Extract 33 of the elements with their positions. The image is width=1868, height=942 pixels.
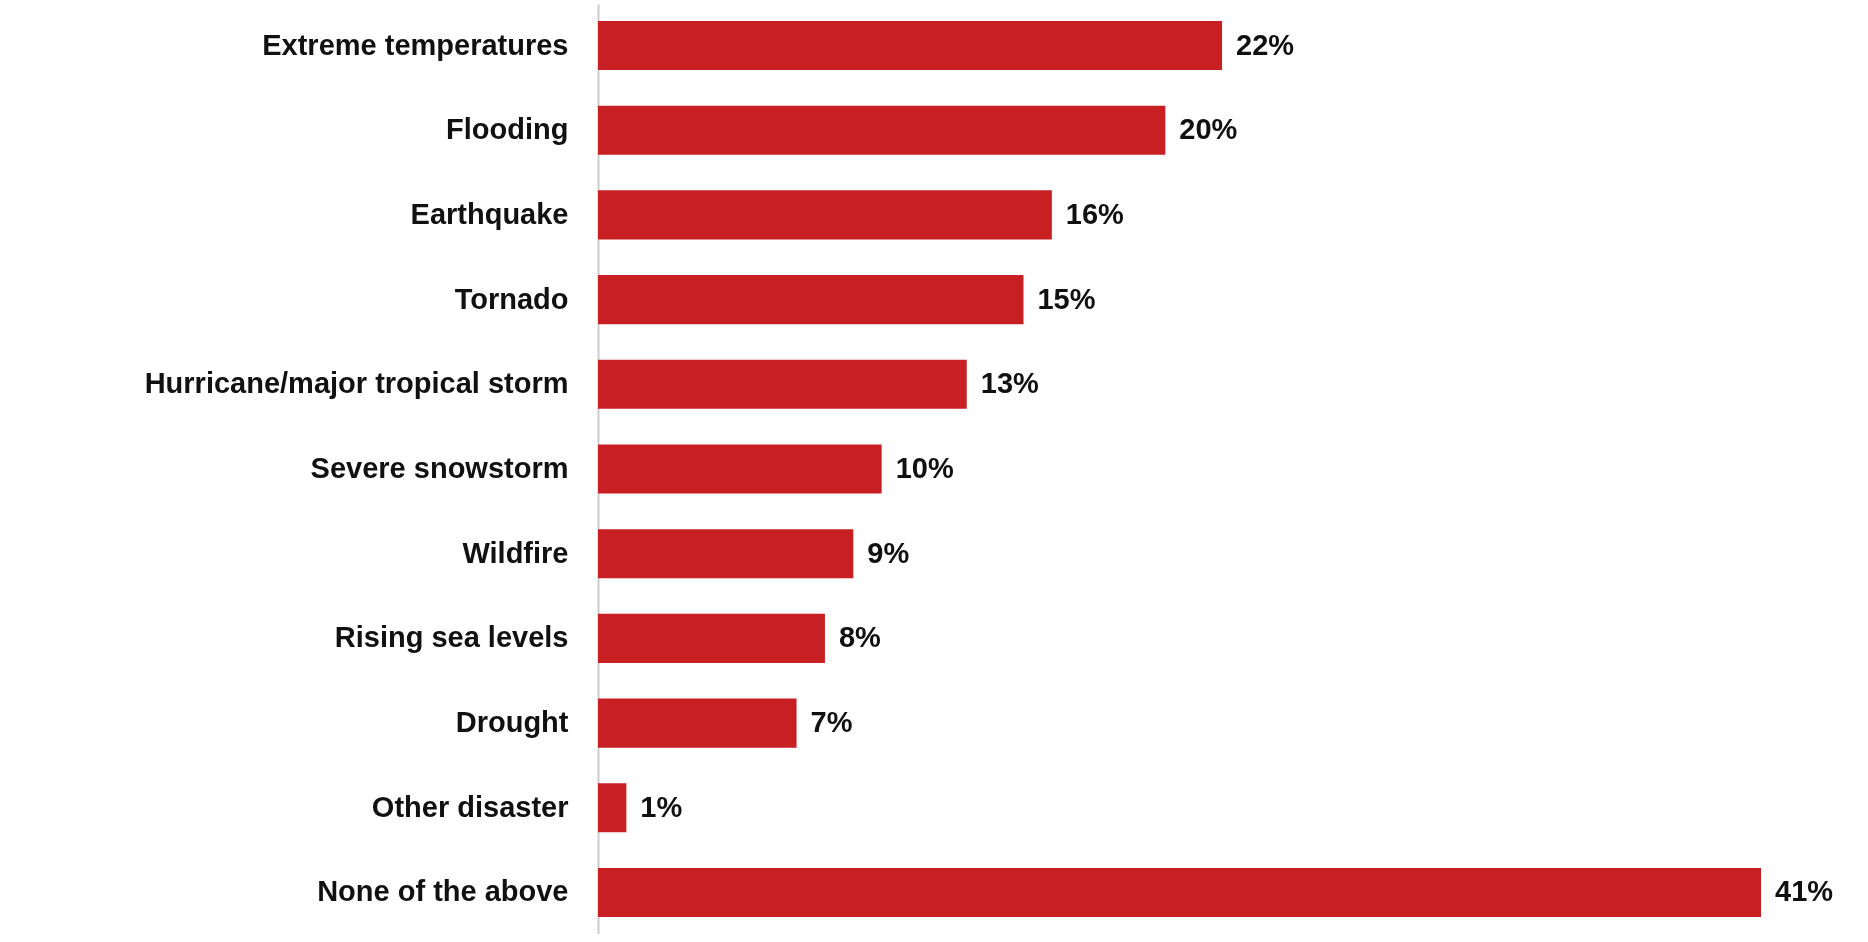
y-tick-label: Tornado bbox=[454, 282, 569, 315]
data-label: 20% bbox=[1179, 113, 1238, 146]
data-label: 16% bbox=[1065, 197, 1125, 230]
y-tick-label: Hurricane/major tropical storm bbox=[144, 367, 569, 400]
bar bbox=[598, 275, 1024, 325]
y-tick-label: Wildfire bbox=[462, 536, 569, 569]
data-label: 15% bbox=[1037, 282, 1096, 315]
data-label: 9% bbox=[867, 536, 910, 569]
bar bbox=[598, 359, 967, 409]
y-tick-label: Rising sea levels bbox=[334, 621, 569, 654]
data-label: 22% bbox=[1236, 28, 1295, 61]
data-label: 8% bbox=[838, 621, 882, 654]
y-tick-label: Extreme temperatures bbox=[262, 28, 569, 61]
y-tick-label: Other disaster bbox=[371, 790, 569, 823]
bar bbox=[598, 613, 825, 663]
data-label: 41% bbox=[1775, 875, 1834, 908]
bar bbox=[598, 20, 1223, 71]
bar bbox=[598, 867, 1761, 918]
bar bbox=[598, 105, 1166, 155]
bar bbox=[598, 783, 627, 833]
y-tick-label: Severe snowstorm bbox=[310, 452, 569, 484]
y-tick-label: Flooding bbox=[446, 113, 569, 146]
bar bbox=[598, 698, 797, 748]
bar bbox=[598, 190, 1052, 240]
data-label: 13% bbox=[980, 367, 1040, 400]
y-tick-label: Earthquake bbox=[410, 197, 569, 230]
bar bbox=[598, 444, 882, 494]
y-tick-label: Drought bbox=[455, 706, 569, 739]
data-label: 7% bbox=[810, 706, 853, 739]
bar bbox=[598, 529, 854, 579]
data-label: 10% bbox=[895, 452, 954, 484]
data-label: 1% bbox=[640, 790, 683, 823]
y-tick-label: None of the above bbox=[317, 875, 569, 908]
